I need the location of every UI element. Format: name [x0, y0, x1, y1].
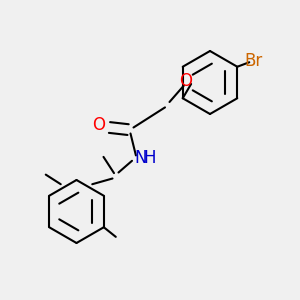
- Text: H: H: [144, 149, 156, 167]
- Text: Br: Br: [245, 52, 263, 70]
- Text: O: O: [179, 72, 193, 90]
- Text: O: O: [92, 116, 106, 134]
- Text: N: N: [134, 149, 147, 167]
